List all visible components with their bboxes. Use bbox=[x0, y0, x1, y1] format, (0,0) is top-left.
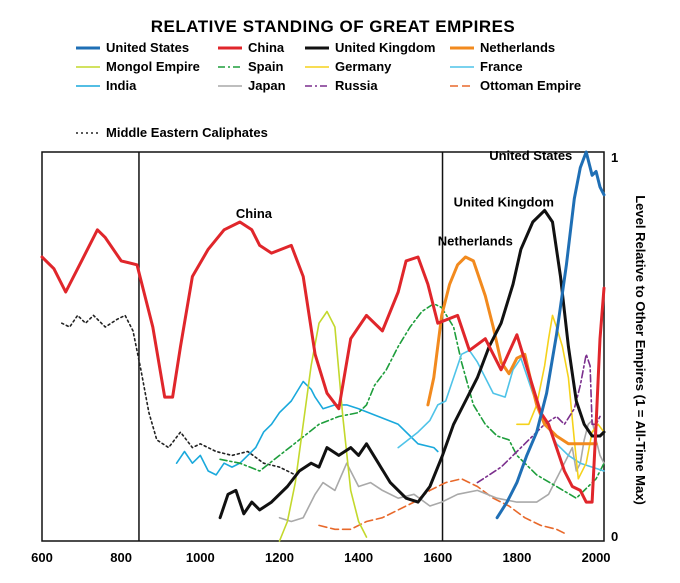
legend-label: Russia bbox=[335, 78, 378, 93]
legend-item-united-kingdom: United Kingdom bbox=[305, 40, 435, 55]
series-line-united-kingdom bbox=[218, 208, 606, 520]
legend-label: Netherlands bbox=[480, 40, 555, 55]
annotation-layer: United States United Kingdom Netherlands Ch… bbox=[236, 148, 572, 249]
y-axis-label: Level Relative to Other Empires (1 = All… bbox=[633, 195, 648, 505]
legend-label: France bbox=[480, 59, 523, 74]
legend-item-middle-eastern-caliphates: Middle Eastern Caliphates bbox=[76, 125, 268, 140]
plot-frame bbox=[41, 151, 605, 542]
series-line-japan bbox=[278, 419, 605, 523]
legend-label: Spain bbox=[248, 59, 283, 74]
x-tick-label: 1400 bbox=[344, 550, 373, 565]
y-tick-label: 1 bbox=[611, 150, 618, 165]
legend-label: Germany bbox=[335, 59, 392, 74]
legend-item-netherlands: Netherlands bbox=[450, 40, 555, 55]
legend: United States China United Kingdom Netherla… bbox=[76, 40, 581, 140]
legend-item-spain: Spain bbox=[218, 59, 283, 74]
legend-item-france: France bbox=[450, 59, 523, 74]
series-line-india bbox=[175, 380, 439, 476]
x-tick-label: 600 bbox=[31, 550, 53, 565]
chart-title: RELATIVE STANDING OF GREAT EMPIRES bbox=[151, 17, 516, 36]
legend-item-mongol-empire: Mongol Empire bbox=[76, 59, 200, 74]
series-line-france bbox=[397, 349, 605, 472]
annotation-china: China bbox=[236, 206, 273, 221]
x-tick-label: 2000 bbox=[582, 550, 611, 565]
annotation-united-kingdom: United Kingdom bbox=[454, 194, 554, 209]
legend-label: China bbox=[248, 40, 285, 55]
legend-item-japan: Japan bbox=[218, 78, 286, 93]
x-tick-label: 1200 bbox=[265, 550, 294, 565]
legend-item-russia: Russia bbox=[305, 78, 378, 93]
annotation-netherlands: Netherlands bbox=[438, 233, 513, 248]
legend-label: Ottoman Empire bbox=[480, 78, 581, 93]
legend-label: United Kingdom bbox=[335, 40, 435, 55]
legend-item-india: India bbox=[76, 78, 137, 93]
legend-label: Middle Eastern Caliphates bbox=[106, 125, 268, 140]
annotation-united-states: United States bbox=[489, 148, 572, 163]
series-line-russia bbox=[476, 353, 601, 484]
series-line-netherlands bbox=[426, 255, 598, 446]
y-tick-label: 0 bbox=[611, 529, 618, 544]
x-tick-label: 1000 bbox=[186, 550, 215, 565]
series-line-china bbox=[40, 220, 606, 504]
series-line-middle-eastern-caliphates bbox=[60, 314, 297, 476]
series-line-spain bbox=[219, 302, 605, 500]
legend-item-ottoman-empire: Ottoman Empire bbox=[450, 78, 581, 93]
x-tick-label: 800 bbox=[110, 550, 132, 565]
legend-label: India bbox=[106, 78, 137, 93]
legend-label: Mongol Empire bbox=[106, 59, 200, 74]
legend-label: United States bbox=[106, 40, 189, 55]
series-line-united-states bbox=[495, 150, 606, 520]
legend-item-united-states: United States bbox=[76, 40, 189, 55]
series-line-mongol-empire bbox=[278, 310, 368, 542]
legend-item-china: China bbox=[218, 40, 285, 55]
legend-label: Japan bbox=[248, 78, 286, 93]
plot-border bbox=[41, 151, 605, 542]
x-tick-label: 1600 bbox=[423, 550, 452, 565]
x-tick-label: 1800 bbox=[502, 550, 531, 565]
series-layer bbox=[40, 150, 606, 542]
series-line-ottoman-empire bbox=[318, 477, 566, 535]
legend-item-germany: Germany bbox=[305, 59, 392, 74]
